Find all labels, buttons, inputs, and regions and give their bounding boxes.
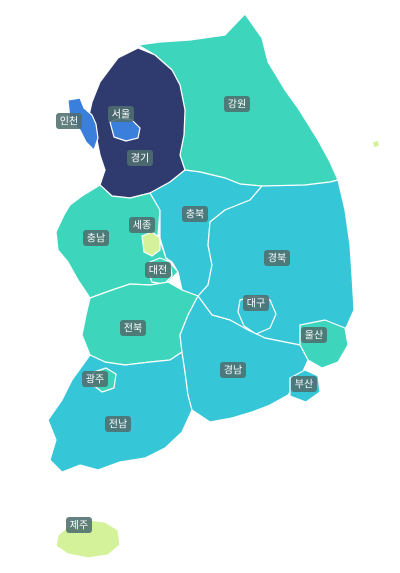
region-label-gyeongnam: 경남: [220, 362, 246, 378]
region-label-busan: 부산: [291, 376, 317, 392]
region-label-bg: [291, 376, 317, 392]
region-label-daegu: 대구: [243, 295, 269, 311]
region-label-text: 세종: [133, 220, 151, 232]
region-label-text: 울산: [305, 330, 323, 342]
region-label-text: 인천: [60, 116, 78, 128]
region-label-gangwon: 강원: [224, 96, 250, 112]
region-label-bg: [127, 150, 153, 166]
region-label-text: 대구: [247, 298, 265, 310]
region-jeonnam[interactable]: [47, 351, 193, 473]
region-label-text: 경남: [224, 364, 242, 377]
region-gyeonggi[interactable]: [87, 47, 186, 199]
region-label-text: 전북: [124, 323, 142, 335]
region-label-daejeon: 대전: [145, 262, 171, 278]
region-label-bg: [220, 362, 246, 378]
region-label-bg: [108, 106, 134, 122]
region-label-bg: [264, 250, 290, 266]
region-label-text: 제주: [70, 520, 88, 532]
region-label-seoul: 서울: [108, 106, 134, 122]
region-label-incheon: 인천: [56, 113, 82, 129]
region-label-jeju: 제주: [66, 517, 92, 533]
region-label-text: 강원: [228, 99, 246, 111]
region-label-text: 경북: [268, 252, 286, 265]
region-label-chungbuk: 충북: [182, 206, 208, 222]
region-label-text: 전남: [109, 419, 127, 431]
region-label-sejong: 세종: [129, 217, 155, 233]
region-label-jeonnam: 전남: [105, 416, 131, 432]
region-label-bg: [120, 320, 146, 336]
region-label-bg: [56, 113, 82, 129]
region-label-text: 대전: [149, 265, 167, 277]
region-label-bg: [182, 206, 208, 222]
region-label-bg: [243, 295, 269, 311]
region-label-text: 광주: [86, 374, 104, 386]
region-label-bg: [224, 96, 250, 112]
region-label-text: 충북: [186, 209, 204, 221]
region-label-gyeongbuk: 경북: [264, 250, 290, 266]
region-label-gwangju: 광주: [82, 371, 108, 387]
region-label-bg: [129, 217, 155, 233]
region-label-text: 충남: [87, 233, 105, 245]
region-label-bg: [83, 230, 109, 246]
region-label-bg: [66, 517, 92, 533]
region-label-bg: [82, 371, 108, 387]
region-label-ulsan: 울산: [301, 327, 327, 343]
region-label-text: 경기: [131, 152, 149, 165]
region-ulleungdo: [371, 139, 381, 149]
region-label-gyeonggi: 경기: [127, 150, 153, 166]
region-label-text: 부산: [295, 379, 313, 391]
region-label-jeonbuk: 전북: [120, 320, 146, 336]
region-sejong[interactable]: [141, 231, 161, 257]
region-label-bg: [105, 416, 131, 432]
region-label-chungnam: 충남: [83, 230, 109, 246]
region-label-bg: [301, 327, 327, 343]
region-gyeongnam[interactable]: [179, 295, 309, 423]
region-label-text: 서울: [112, 109, 130, 121]
region-label-bg: [145, 262, 171, 278]
